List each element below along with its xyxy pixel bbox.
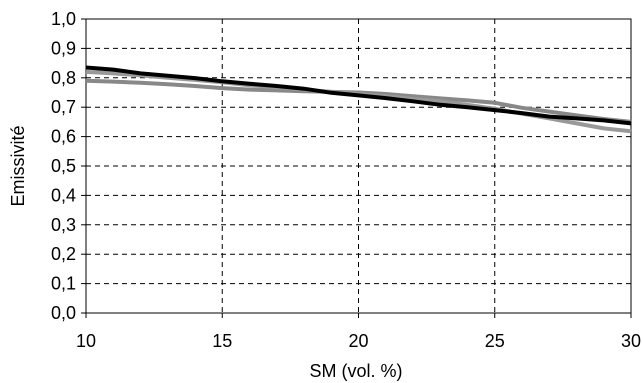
y-tick-label: 0,0 [51,303,76,323]
series-line-1 [85,65,632,126]
y-axis-title: Emissivité [8,125,28,206]
y-tick-label: 0,8 [51,68,76,88]
x-axis-title: SM (vol. %) [309,361,402,381]
y-tick-label: 0,1 [51,274,76,294]
y-tick-label: 0,6 [51,127,76,147]
axes [81,18,632,318]
series-group [85,65,632,134]
y-tick-label: 0,9 [51,38,76,58]
x-tick-label: 25 [485,331,505,351]
y-tick-label: 0,4 [51,185,76,205]
y-tick-label: 0,3 [51,215,76,235]
x-tick-labels: 10 15 20 25 30 [76,331,641,351]
y-tick-label: 0,7 [51,97,76,117]
y-tick-labels: 0,0 0,1 0,2 0,3 0,4 0,5 0,6 0,7 0,8 0,9 1,0 [51,9,76,323]
grid [86,19,631,313]
y-tick-label: 0,5 [51,156,76,176]
x-tick-label: 20 [348,331,368,351]
x-tick-label: 30 [621,331,641,351]
y-tick-label: 1,0 [51,9,76,29]
y-tick-label: 0,2 [51,244,76,264]
x-tick-label: 15 [212,331,232,351]
x-tick-label: 10 [76,331,96,351]
